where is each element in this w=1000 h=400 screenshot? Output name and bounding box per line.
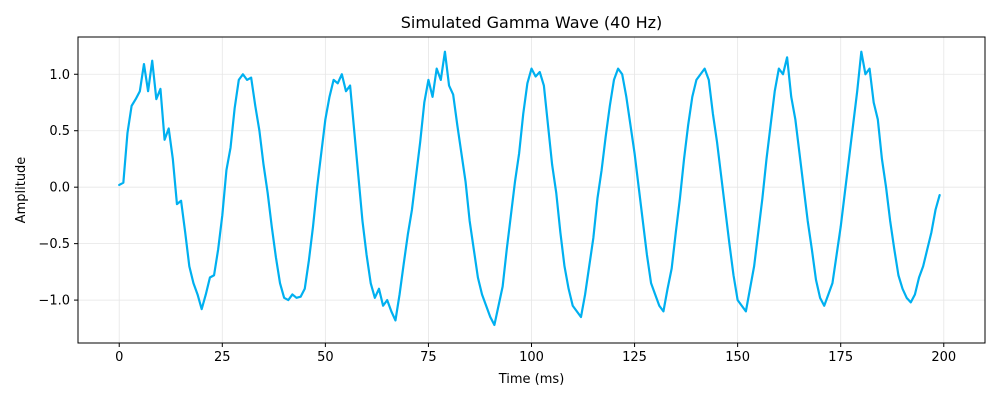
y-tick-label: 1.0 xyxy=(49,68,70,83)
series-line xyxy=(118,50,941,327)
x-tick-label: 125 xyxy=(622,350,647,365)
x-tick-label: 150 xyxy=(725,350,750,365)
axis-ticks: 0 25 50 75 100 125 150 175 200 −1.0 −0.5 0.0 0.5 1.0 xyxy=(38,68,956,365)
x-tick-label: 0 xyxy=(115,350,123,365)
y-tick-label: −1.0 xyxy=(38,294,70,309)
grid xyxy=(78,37,985,343)
x-tick-label: 50 xyxy=(317,350,334,365)
x-axis-title: Time (ms) xyxy=(498,372,565,387)
x-tick-label: 25 xyxy=(214,350,231,365)
x-tick-label: 100 xyxy=(519,350,544,365)
series-layer xyxy=(118,50,941,327)
y-tick-label: −0.5 xyxy=(38,237,70,252)
y-tick-label: 0.5 xyxy=(49,124,70,139)
chart-title: Simulated Gamma Wave (40 Hz) xyxy=(401,13,663,32)
x-tick-label: 175 xyxy=(828,350,853,365)
y-tick-label: 0.0 xyxy=(49,181,70,196)
x-tick-label: 200 xyxy=(931,350,956,365)
y-axis-title: Amplitude xyxy=(14,157,29,224)
x-tick-label: 75 xyxy=(420,350,437,365)
